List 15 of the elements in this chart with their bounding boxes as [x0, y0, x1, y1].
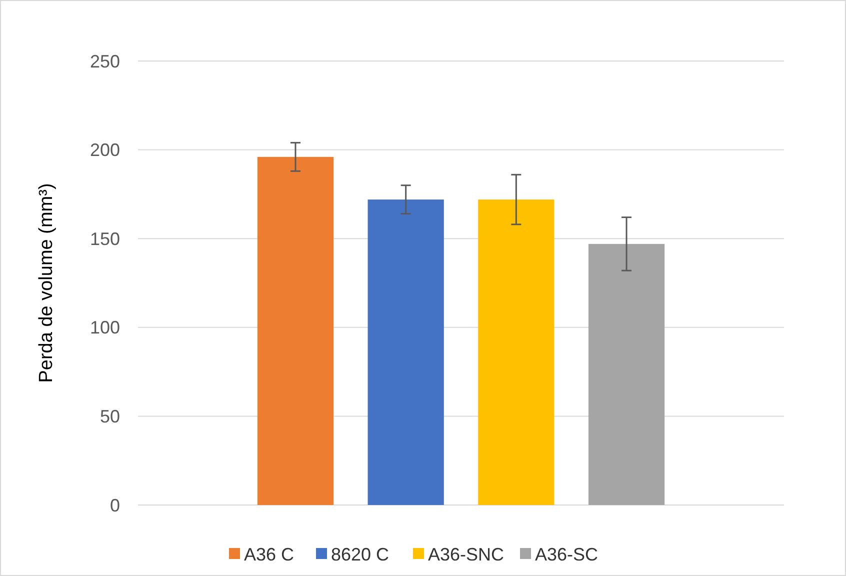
legend-label: A36-SNC: [428, 544, 504, 564]
legend-label: A36-SC: [535, 544, 598, 564]
y-tick-label: 200: [90, 140, 120, 160]
legend-label: 8620 C: [331, 544, 390, 564]
y-tick-label: 50: [100, 406, 120, 426]
y-tick-label: 250: [90, 51, 120, 72]
y-tick-label: 0: [110, 495, 120, 516]
y-tick-label: 100: [90, 318, 120, 338]
bar: [257, 156, 334, 505]
bar: [478, 200, 554, 505]
bar: [588, 244, 665, 505]
legend-label: A36 C: [244, 544, 294, 564]
y-tick-label: 150: [90, 228, 120, 249]
bar: [368, 200, 444, 505]
y-axis-title: Perda de volume (mm³): [36, 183, 57, 383]
